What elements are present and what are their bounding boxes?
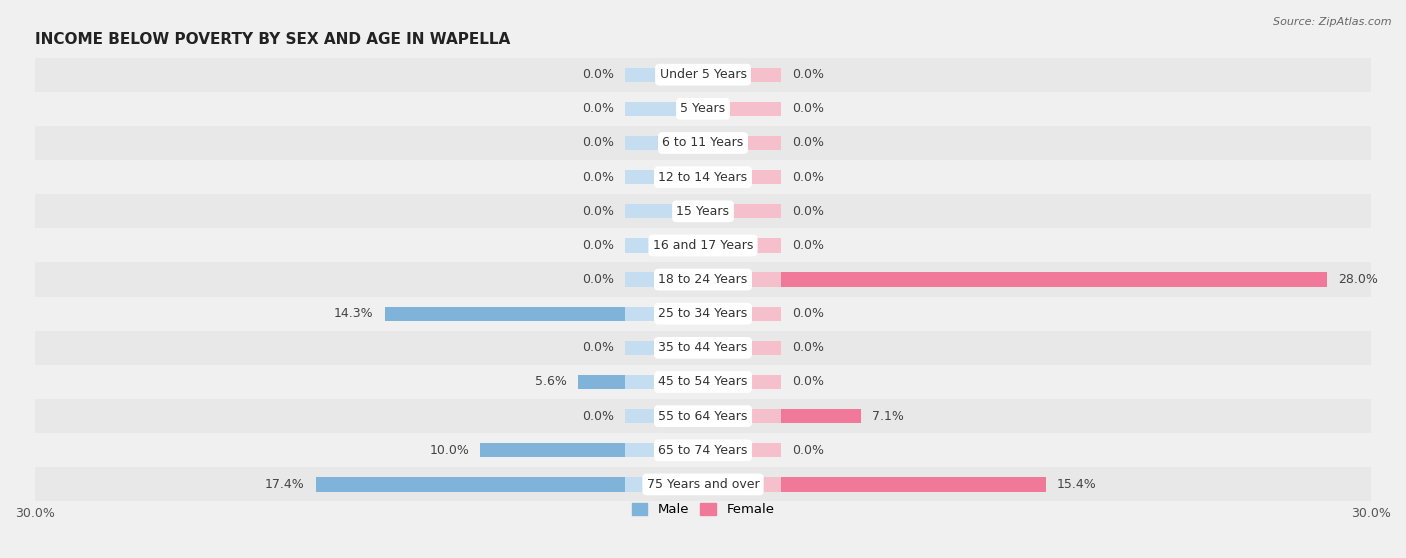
- Text: 15.4%: 15.4%: [1057, 478, 1097, 491]
- Text: 25 to 34 Years: 25 to 34 Years: [658, 307, 748, 320]
- Bar: [626, 102, 703, 116]
- Text: 55 to 64 Years: 55 to 64 Years: [658, 410, 748, 422]
- Bar: [35, 331, 1371, 365]
- Text: 15 Years: 15 Years: [676, 205, 730, 218]
- Bar: [35, 433, 1371, 468]
- Bar: [35, 194, 1371, 228]
- Text: 0.0%: 0.0%: [582, 205, 614, 218]
- Text: 0.0%: 0.0%: [792, 239, 824, 252]
- Legend: Male, Female: Male, Female: [626, 498, 780, 522]
- Bar: [578, 375, 703, 389]
- Text: 5 Years: 5 Years: [681, 102, 725, 116]
- Bar: [703, 170, 780, 184]
- Bar: [703, 68, 780, 82]
- Bar: [35, 365, 1371, 399]
- Text: 0.0%: 0.0%: [792, 205, 824, 218]
- Bar: [703, 204, 780, 218]
- Text: 65 to 74 Years: 65 to 74 Years: [658, 444, 748, 457]
- Text: 0.0%: 0.0%: [792, 444, 824, 457]
- Bar: [703, 136, 780, 150]
- Text: 0.0%: 0.0%: [792, 341, 824, 354]
- Text: 0.0%: 0.0%: [792, 171, 824, 184]
- Bar: [703, 443, 780, 458]
- Text: 0.0%: 0.0%: [792, 137, 824, 150]
- Text: 0.0%: 0.0%: [582, 137, 614, 150]
- Bar: [626, 409, 703, 424]
- Bar: [35, 160, 1371, 194]
- Bar: [626, 136, 703, 150]
- Bar: [703, 477, 1046, 492]
- Text: 45 to 54 Years: 45 to 54 Years: [658, 376, 748, 388]
- Bar: [703, 238, 780, 253]
- Bar: [703, 341, 780, 355]
- Bar: [703, 477, 780, 492]
- Text: 0.0%: 0.0%: [582, 102, 614, 116]
- Text: 75 Years and over: 75 Years and over: [647, 478, 759, 491]
- Bar: [35, 228, 1371, 262]
- Text: 28.0%: 28.0%: [1337, 273, 1378, 286]
- Bar: [35, 297, 1371, 331]
- Text: 0.0%: 0.0%: [582, 171, 614, 184]
- Text: 14.3%: 14.3%: [333, 307, 374, 320]
- Text: 6 to 11 Years: 6 to 11 Years: [662, 137, 744, 150]
- Bar: [35, 57, 1371, 92]
- Bar: [626, 238, 703, 253]
- Text: 16 and 17 Years: 16 and 17 Years: [652, 239, 754, 252]
- Text: 10.0%: 10.0%: [429, 444, 470, 457]
- Text: Source: ZipAtlas.com: Source: ZipAtlas.com: [1274, 17, 1392, 27]
- Bar: [481, 443, 703, 458]
- Bar: [703, 272, 1326, 287]
- Text: 5.6%: 5.6%: [536, 376, 567, 388]
- Bar: [35, 92, 1371, 126]
- Bar: [626, 443, 703, 458]
- Bar: [626, 170, 703, 184]
- Bar: [703, 409, 780, 424]
- Bar: [703, 409, 860, 424]
- Bar: [626, 272, 703, 287]
- Bar: [35, 126, 1371, 160]
- Text: 0.0%: 0.0%: [792, 376, 824, 388]
- Bar: [35, 468, 1371, 502]
- Text: 0.0%: 0.0%: [792, 307, 824, 320]
- Text: 0.0%: 0.0%: [792, 102, 824, 116]
- Bar: [626, 306, 703, 321]
- Bar: [385, 306, 703, 321]
- Bar: [626, 204, 703, 218]
- Bar: [626, 375, 703, 389]
- Text: 18 to 24 Years: 18 to 24 Years: [658, 273, 748, 286]
- Bar: [703, 272, 780, 287]
- Bar: [626, 341, 703, 355]
- Text: 0.0%: 0.0%: [582, 68, 614, 81]
- Bar: [35, 399, 1371, 433]
- Text: 35 to 44 Years: 35 to 44 Years: [658, 341, 748, 354]
- Bar: [35, 262, 1371, 297]
- Text: 17.4%: 17.4%: [264, 478, 304, 491]
- Bar: [703, 375, 780, 389]
- Text: 0.0%: 0.0%: [582, 239, 614, 252]
- Bar: [703, 102, 780, 116]
- Text: INCOME BELOW POVERTY BY SEX AND AGE IN WAPELLA: INCOME BELOW POVERTY BY SEX AND AGE IN W…: [35, 32, 510, 47]
- Bar: [703, 306, 780, 321]
- Text: 0.0%: 0.0%: [582, 341, 614, 354]
- Text: Under 5 Years: Under 5 Years: [659, 68, 747, 81]
- Text: 7.1%: 7.1%: [872, 410, 904, 422]
- Bar: [626, 68, 703, 82]
- Text: 0.0%: 0.0%: [582, 273, 614, 286]
- Bar: [315, 477, 703, 492]
- Text: 0.0%: 0.0%: [792, 68, 824, 81]
- Bar: [626, 477, 703, 492]
- Text: 12 to 14 Years: 12 to 14 Years: [658, 171, 748, 184]
- Text: 0.0%: 0.0%: [582, 410, 614, 422]
